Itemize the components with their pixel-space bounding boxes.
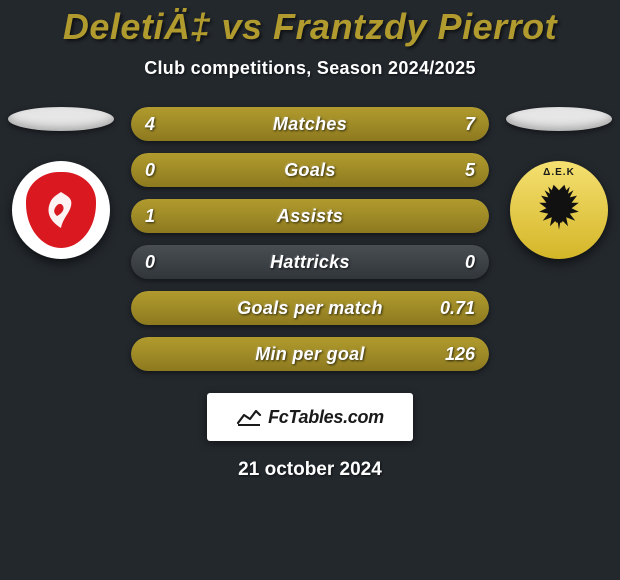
right-column: Δ.Ε.Κ bbox=[505, 107, 613, 259]
bar-value-left: 0 bbox=[145, 153, 155, 187]
bar-value-right: 0 bbox=[465, 245, 475, 279]
vs-label: vs bbox=[221, 6, 262, 47]
player2-name: Frantzdy Pierrot bbox=[273, 6, 557, 47]
bar-value-right: 5 bbox=[465, 153, 475, 187]
bar-value-left: 1 bbox=[145, 199, 155, 233]
stats-bars: Matches47Goals05Assists1Hattricks00Goals… bbox=[131, 107, 489, 371]
player2-silhouette bbox=[506, 107, 612, 131]
bar-label: Matches bbox=[131, 107, 489, 141]
right-team-badge: Δ.Ε.Κ bbox=[510, 161, 608, 259]
bar-label: Min per goal bbox=[131, 337, 489, 371]
main-row: Matches47Goals05Assists1Hattricks00Goals… bbox=[0, 107, 620, 371]
stat-bar: Matches4 7 bbox=[131, 107, 489, 141]
stat-bar: Hattricks0 0 bbox=[131, 245, 489, 279]
bar-value-right: 7 bbox=[465, 107, 475, 141]
left-team-badge bbox=[12, 161, 110, 259]
bar-label: Hattricks bbox=[131, 245, 489, 279]
left-shield bbox=[26, 172, 96, 248]
right-badge-text: Δ.Ε.Κ bbox=[510, 167, 608, 178]
brand-logo: FcTables.com bbox=[207, 393, 413, 441]
player1-name: DeletiÄ‡ bbox=[63, 6, 211, 47]
stat-bar: Assists1 bbox=[131, 199, 489, 233]
eagle-icon bbox=[523, 174, 595, 246]
bar-label: Assists bbox=[131, 199, 489, 233]
date: 21 october 2024 bbox=[0, 459, 620, 481]
stat-bar: Min per goal126 bbox=[131, 337, 489, 371]
brand-text: FcTables.com bbox=[268, 407, 384, 428]
comparison-card: DeletiÄ‡ vs Frantzdy Pierrot Club compet… bbox=[0, 0, 620, 481]
bar-label: Goals bbox=[131, 153, 489, 187]
stat-bar: Goals per match0.71 bbox=[131, 291, 489, 325]
bar-value-left: 4 bbox=[145, 107, 155, 141]
subtitle: Club competitions, Season 2024/2025 bbox=[0, 58, 620, 79]
stat-bar: Goals0 5 bbox=[131, 153, 489, 187]
page-title: DeletiÄ‡ vs Frantzdy Pierrot bbox=[0, 6, 620, 48]
bar-value-left: 0 bbox=[145, 245, 155, 279]
player1-silhouette bbox=[8, 107, 114, 131]
bar-label: Goals per match bbox=[131, 291, 489, 325]
left-crest-icon bbox=[41, 188, 81, 232]
bar-value-right: 126 bbox=[445, 337, 475, 371]
bar-value-right: 0.71 bbox=[440, 291, 475, 325]
left-column bbox=[7, 107, 115, 259]
chart-icon bbox=[236, 407, 262, 427]
